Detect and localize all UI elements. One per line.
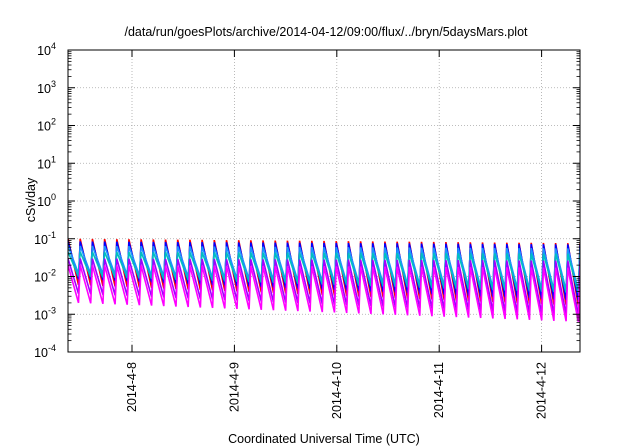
chart-title: /data/run/goesPlots/archive/2014-04-12/0… <box>124 25 528 39</box>
y-tick-label: 104 <box>37 41 56 58</box>
y-tick-label: 100 <box>37 192 56 209</box>
y-tick-label: 101 <box>37 154 56 171</box>
x-tick-label: 2014-4-8 <box>125 362 139 412</box>
x-tick-label: 2014-4-9 <box>227 362 241 412</box>
y-tick-label: 10-3 <box>34 305 56 322</box>
x-tick-label: 2014-4-10 <box>330 362 344 419</box>
x-axis-label: Coordinated Universal Time (UTC) <box>228 432 420 446</box>
y-tick-label: 10-4 <box>34 343 56 360</box>
y-tick-label: 10-1 <box>34 230 56 247</box>
y-tick-label: 103 <box>37 79 56 96</box>
y-tick-label: 10-2 <box>34 268 56 285</box>
y-tick-label: 102 <box>37 117 56 134</box>
series-layer <box>68 238 580 323</box>
axis-ticks <box>68 49 580 353</box>
x-tick-labels: 2014-4-8 2014-4-9 2014-4-10 2014-4-11 2014-4… <box>125 362 549 419</box>
series-line-5 <box>68 258 580 316</box>
x-tick-label: 2014-4-12 <box>535 362 549 419</box>
series-line-6 <box>68 264 580 323</box>
y-axis-label: cSv/day <box>24 177 38 222</box>
y-tick-labels: 10-4 10-3 10-2 10-1 100 101 102 103 104 <box>34 41 56 360</box>
x-tick-label: 2014-4-11 <box>432 362 446 418</box>
